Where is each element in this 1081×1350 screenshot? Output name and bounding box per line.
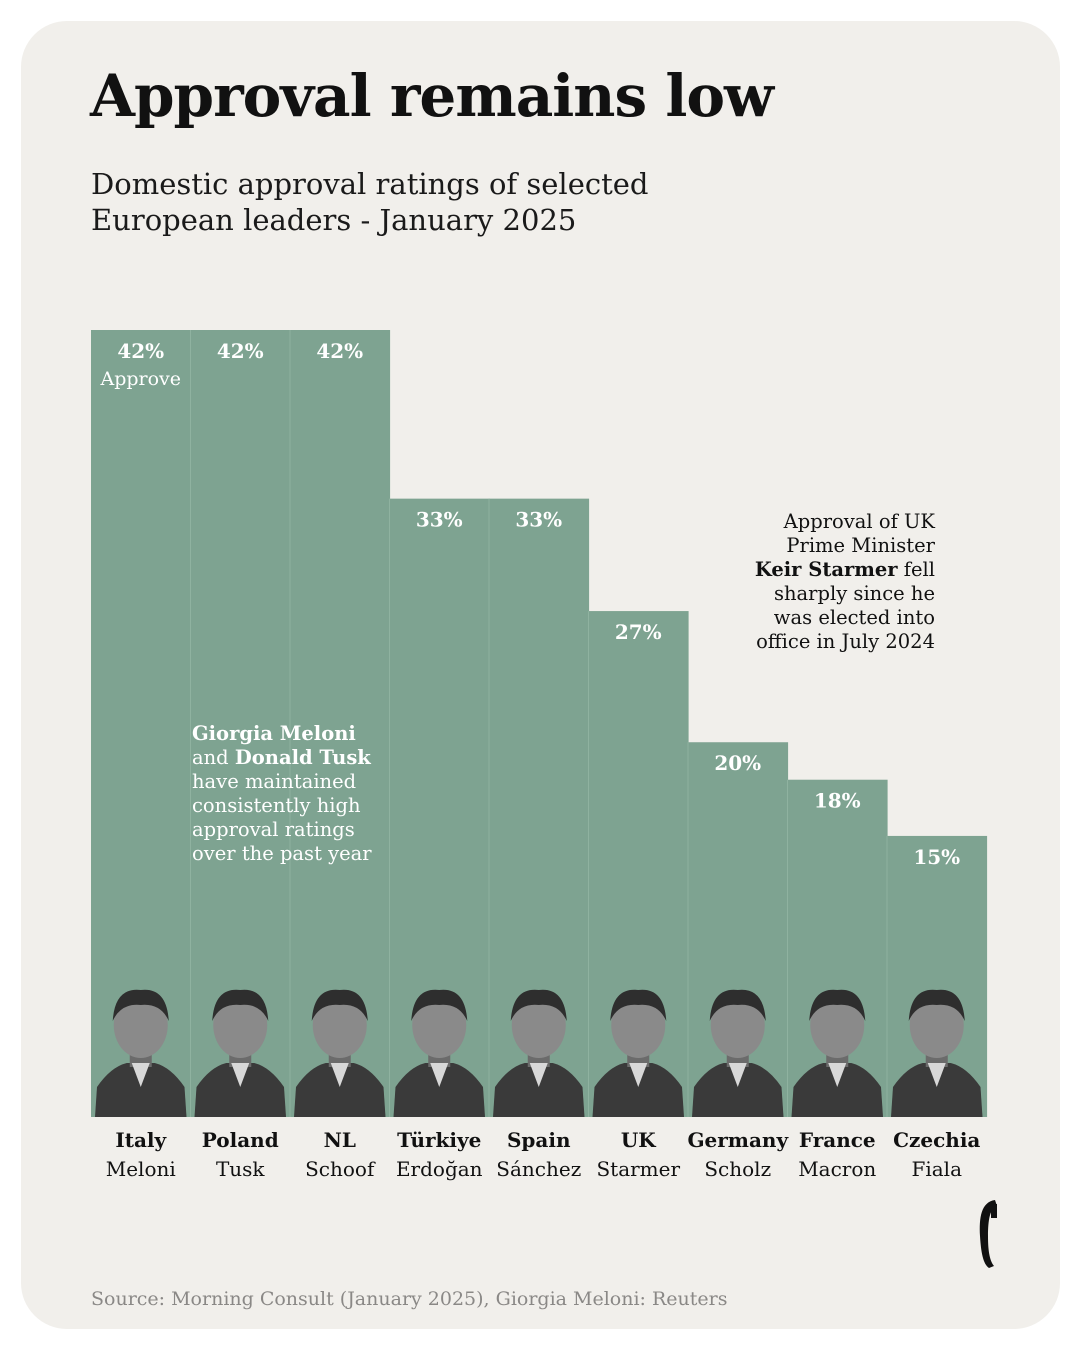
annotation-name-meloni: Giorgia Meloni <box>192 722 356 745</box>
portrait-scholz <box>692 989 784 1117</box>
bar-italy <box>91 330 192 1117</box>
annotation-name-starmer: Keir Starmer <box>754 558 898 581</box>
chart-title: Approval remains low <box>90 62 774 130</box>
annotation-and: and <box>192 746 235 769</box>
country-label-türkiye: Türkiye <box>397 1128 481 1152</box>
value-label-poland: 42% <box>217 339 264 363</box>
approve-label: Approve <box>99 368 181 390</box>
portrait-tusk <box>194 989 286 1117</box>
annotation-meloni-tusk: Giorgia Meloni and Donald Tusk have main… <box>192 722 392 866</box>
portrait-macron <box>791 989 883 1117</box>
bar-poland <box>190 330 291 1117</box>
country-label-uk: UK <box>621 1128 656 1152</box>
source-note: Source: Morning Consult (January 2025), … <box>91 1288 728 1310</box>
leader-label-macron: Macron <box>798 1157 876 1181</box>
leader-label-scholz: Scholz <box>704 1157 771 1181</box>
portrait-starmer <box>592 989 684 1117</box>
country-label-germany: Germany <box>687 1128 789 1152</box>
value-label-spain: 33% <box>515 508 562 532</box>
portrait-erdoğan <box>393 989 485 1117</box>
chart-subtitle: Domestic approval ratings of selected Eu… <box>91 167 649 237</box>
value-label-türkiye: 33% <box>416 508 463 532</box>
leader-label-fiala: Fiala <box>911 1157 962 1181</box>
annotation-name-tusk: Donald Tusk <box>234 746 371 769</box>
country-label-poland: Poland <box>202 1128 279 1152</box>
portrait-sánchez <box>493 989 585 1117</box>
annotation-starmer: Approval of UK Prime Minister Keir Starm… <box>735 510 935 654</box>
value-label-france: 18% <box>814 789 861 813</box>
portrait-meloni <box>95 989 187 1117</box>
value-label-czechia: 15% <box>913 845 960 869</box>
leader-label-meloni: Meloni <box>106 1157 176 1181</box>
annotation-text-right-post: fell sharply since he was elected into o… <box>756 558 935 653</box>
leader-label-sánchez: Sánchez <box>496 1157 581 1181</box>
leader-label-schoof: Schoof <box>305 1157 376 1181</box>
value-label-nl: 42% <box>316 339 363 363</box>
annotation-text-right-pre: Approval of UK Prime Minister <box>783 510 935 557</box>
country-label-nl: NL <box>324 1128 356 1152</box>
portrait-fiala <box>891 989 983 1117</box>
leader-label-starmer: Starmer <box>596 1157 680 1181</box>
leader-label-tusk: Tusk <box>216 1157 265 1181</box>
value-label-germany: 20% <box>714 751 761 775</box>
country-label-france: France <box>799 1128 876 1152</box>
annotation-text-left: have maintained consistently high approv… <box>192 770 372 865</box>
bar-nl <box>290 330 391 1117</box>
country-label-spain: Spain <box>507 1128 571 1152</box>
value-label-uk: 27% <box>615 620 662 644</box>
country-label-czechia: Czechia <box>893 1128 980 1152</box>
value-label-italy: 42% <box>117 339 164 363</box>
leader-label-erdoğan: Erdoğan <box>396 1157 483 1181</box>
publisher-logo-icon <box>979 1200 997 1268</box>
portrait-schoof <box>294 989 386 1117</box>
country-label-italy: Italy <box>115 1128 167 1152</box>
